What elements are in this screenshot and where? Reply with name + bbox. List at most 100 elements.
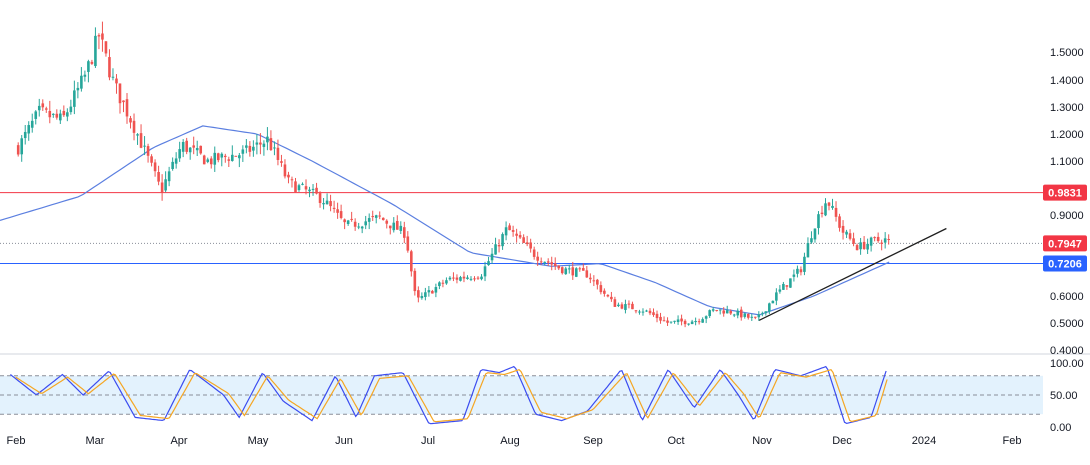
candle-body	[30, 120, 34, 128]
trendline[interactable]	[758, 227, 947, 321]
candle-body	[574, 268, 578, 277]
candle-body	[866, 243, 869, 250]
candle-body	[627, 303, 631, 305]
candle-body	[859, 242, 862, 250]
price-tick-label: 1.1000	[1050, 156, 1084, 168]
candle-body	[732, 314, 736, 316]
candle-body	[799, 269, 803, 273]
candle-body	[757, 314, 761, 318]
candle-body	[585, 270, 589, 278]
candle-body	[41, 103, 45, 108]
candle-body	[739, 309, 743, 318]
candle-body	[301, 183, 304, 185]
candle-body	[452, 277, 455, 279]
candle-body	[778, 289, 782, 292]
price-tick-label: 0.6000	[1050, 291, 1084, 303]
candle-body	[37, 105, 41, 111]
candle-body	[202, 155, 206, 165]
candle-body	[782, 283, 785, 290]
candle-body	[529, 242, 532, 249]
candle-body	[311, 188, 315, 190]
candle-body	[652, 312, 655, 316]
candle-body	[325, 200, 329, 205]
candle-body	[245, 145, 248, 148]
month-tick-label: Nov	[752, 435, 772, 447]
price-tick-label: 1.4000	[1050, 75, 1084, 87]
candle-body	[522, 237, 525, 243]
candle-body	[438, 282, 441, 287]
candle-body	[697, 321, 701, 323]
candle-body	[841, 225, 845, 233]
candle-body	[388, 225, 392, 229]
candle-body	[873, 237, 876, 239]
candle-body	[880, 242, 883, 244]
candle-body	[304, 186, 308, 190]
candle-body	[381, 217, 385, 221]
candle-body	[276, 147, 280, 160]
candle-body	[613, 299, 617, 307]
candle-body	[518, 235, 522, 238]
candle-body	[195, 148, 199, 151]
candle-body	[192, 145, 195, 148]
candle-body	[69, 106, 73, 113]
candle-body	[785, 285, 789, 287]
price-tick-label: 1.5000	[1050, 47, 1084, 59]
candle-body	[360, 226, 364, 229]
month-tick-label: Apr	[170, 435, 187, 447]
candle-body	[188, 147, 192, 153]
axes-layer[interactable]: 1.5000 1.4000 1.3000 1.2000 1.1000 0.9000 0.60…	[7, 47, 1084, 447]
candle-body	[73, 90, 76, 107]
candle-body	[283, 164, 287, 177]
candle-body	[434, 287, 438, 293]
candle-body	[318, 193, 322, 204]
candle-body	[683, 320, 687, 325]
candle-body	[424, 292, 427, 297]
candle-body	[789, 278, 792, 288]
candle-body	[620, 304, 624, 309]
candle-body	[23, 131, 27, 139]
candle-body	[262, 143, 266, 147]
candle-body	[280, 161, 283, 163]
month-tick-label: Aug	[500, 435, 520, 447]
stochastic-tick-label: 50.00	[1050, 390, 1078, 402]
candle-body	[560, 267, 564, 274]
candle-body	[259, 142, 262, 145]
candle-body	[108, 57, 111, 78]
candle-body	[743, 313, 747, 317]
candle-body	[862, 241, 866, 249]
candle-body	[473, 278, 476, 280]
candle-body	[722, 310, 726, 314]
candle-body	[624, 304, 627, 310]
candle-body	[606, 294, 610, 297]
candle-body	[648, 310, 652, 314]
candle-body	[448, 277, 452, 280]
candle-body	[27, 125, 31, 134]
month-tick-label: Oct	[667, 435, 684, 447]
candle-body	[62, 110, 66, 116]
candle-body	[834, 207, 838, 217]
candle-body	[673, 320, 676, 322]
candle-body	[455, 277, 459, 280]
candle-body	[761, 313, 764, 315]
candle-body	[76, 87, 80, 91]
candle-body	[371, 216, 375, 218]
candle-body	[634, 310, 638, 312]
price-tick-label: 1.2000	[1050, 129, 1084, 141]
candle-body	[497, 245, 501, 247]
candle-body	[227, 159, 231, 161]
candle-body	[255, 142, 259, 145]
candle-body	[708, 310, 711, 317]
candle-body	[413, 270, 417, 292]
candle-body	[403, 227, 406, 238]
candle-body	[392, 222, 396, 231]
candle-body	[511, 230, 515, 232]
candle-body	[764, 311, 768, 314]
candle-body	[532, 249, 536, 257]
candle-body	[501, 234, 504, 247]
candle-body	[736, 310, 740, 316]
candle-body	[831, 205, 834, 208]
candle-body	[294, 181, 297, 193]
candle-body	[441, 282, 445, 284]
candle-body	[855, 245, 859, 251]
candle-body	[792, 274, 796, 277]
